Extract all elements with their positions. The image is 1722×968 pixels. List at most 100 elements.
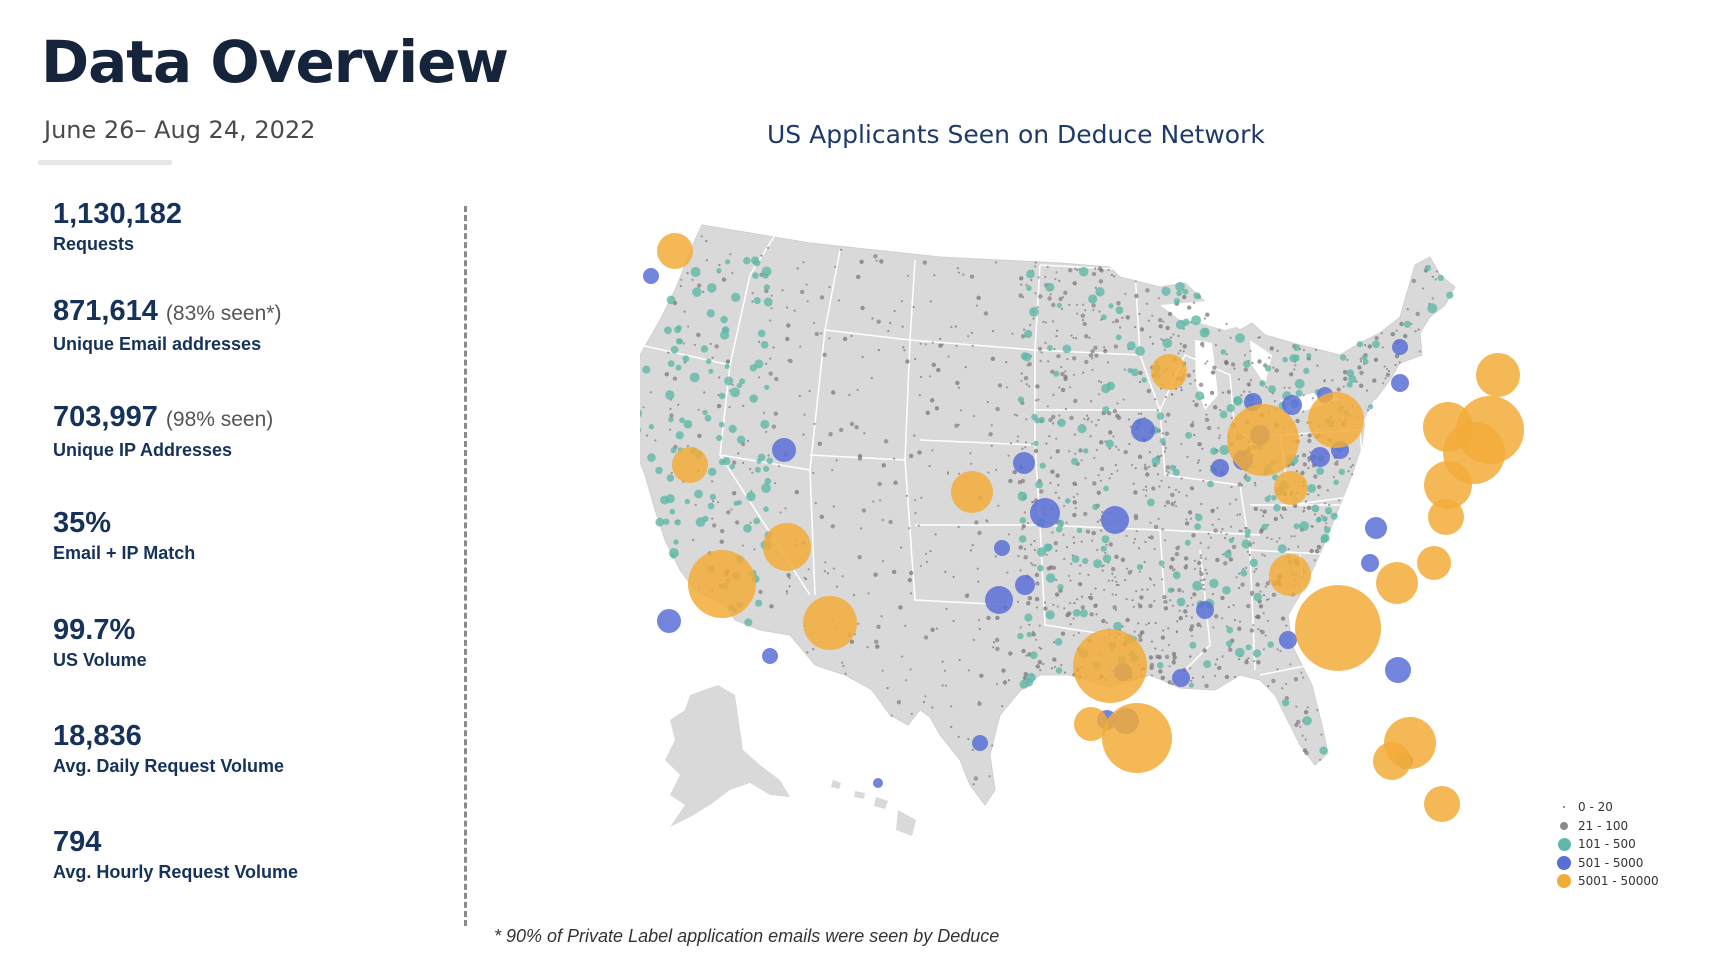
map-point-small xyxy=(1097,418,1100,422)
map-point-small xyxy=(1316,364,1319,367)
map-point-small xyxy=(1421,287,1425,290)
map-point-small xyxy=(844,672,847,675)
map-point-small xyxy=(972,415,975,418)
map-point-small xyxy=(972,638,975,641)
map-point-small xyxy=(1045,442,1048,445)
map-point-small xyxy=(1115,593,1118,596)
map-point-small xyxy=(837,299,841,302)
map-point-small xyxy=(1324,502,1327,505)
map-point-small xyxy=(798,394,801,397)
map-point-teal xyxy=(1295,389,1303,397)
map-point-teal xyxy=(1056,302,1062,308)
map-point-small xyxy=(1204,568,1207,571)
map-point-teal xyxy=(1368,404,1374,410)
map-point-small xyxy=(900,546,903,549)
map-point-small xyxy=(1161,527,1164,531)
map-point-small xyxy=(1185,518,1188,521)
map-point-small xyxy=(900,655,904,658)
map-point-small xyxy=(1079,564,1082,567)
map-point-small xyxy=(1139,595,1144,600)
map-point-small xyxy=(1138,380,1141,384)
map-point-small xyxy=(770,294,773,297)
state-border xyxy=(824,249,841,331)
map-point-teal xyxy=(655,466,663,475)
map-point-small xyxy=(1317,544,1320,547)
map-point-small xyxy=(1238,529,1241,532)
map-point-teal xyxy=(1193,292,1201,300)
map-point-small xyxy=(1297,545,1300,548)
map-point-small xyxy=(830,524,835,529)
map-point-small xyxy=(1178,616,1183,621)
legend-label: 501 - 5000 xyxy=(1578,855,1644,870)
map-point-small xyxy=(1096,490,1101,495)
map-point-small xyxy=(1417,328,1420,331)
map-point-small xyxy=(711,517,714,520)
map-point-small xyxy=(1229,336,1232,339)
map-point-small xyxy=(835,459,838,462)
map-point-small xyxy=(1005,361,1008,364)
map-point-small xyxy=(1110,472,1113,476)
map-point-small xyxy=(1418,350,1421,353)
map-point-small xyxy=(1230,362,1236,367)
map-point-small xyxy=(1091,303,1096,308)
map-point-teal xyxy=(1017,396,1025,403)
map-point-teal xyxy=(1299,521,1310,531)
map-point-small xyxy=(646,434,649,437)
map-point-small xyxy=(1276,349,1279,352)
map-point-small xyxy=(1228,557,1234,562)
map-point-small xyxy=(1244,660,1249,665)
map-point-small xyxy=(1238,572,1241,575)
map-point-small xyxy=(1306,706,1309,709)
map-point-small xyxy=(1173,568,1176,571)
map-point-small xyxy=(947,355,950,358)
map-point-small xyxy=(773,482,777,485)
map-point-small xyxy=(866,646,869,649)
map-point-small xyxy=(1205,572,1208,575)
map-point-small xyxy=(1072,281,1077,286)
map-point-small xyxy=(1295,418,1300,424)
map-point-teal xyxy=(1234,396,1242,405)
map-point-small xyxy=(1007,679,1011,682)
map-point-small xyxy=(1183,609,1188,614)
map-point-small xyxy=(1060,387,1066,393)
map-point-small xyxy=(697,408,700,411)
map-point-small xyxy=(1083,417,1086,421)
map-point-teal xyxy=(1338,468,1345,476)
map-point-small xyxy=(876,319,881,324)
map-point-small xyxy=(1112,321,1115,324)
bubble-orange xyxy=(1074,707,1108,741)
map-point-small xyxy=(1182,294,1187,300)
stat-requests: 1,130,182 Requests xyxy=(53,198,182,255)
map-point-small xyxy=(1382,382,1385,385)
map-point-small xyxy=(945,607,948,610)
map-point-small xyxy=(1233,367,1236,370)
map-point-small xyxy=(1386,367,1389,370)
map-point-small xyxy=(1245,526,1248,530)
map-point-small xyxy=(893,309,896,313)
map-point-small xyxy=(918,394,921,397)
map-point-small xyxy=(1334,461,1339,466)
map-point-small xyxy=(1046,265,1049,269)
map-point-small xyxy=(1317,494,1320,497)
map-point-small xyxy=(1193,567,1196,570)
map-point-teal xyxy=(763,284,770,291)
map-point-small xyxy=(1134,280,1137,283)
stat-value: 703,997 (98% seen) xyxy=(53,401,274,433)
map-point-small xyxy=(1139,412,1143,415)
map-point-small xyxy=(1133,513,1139,519)
map-point-teal xyxy=(1271,495,1277,501)
map-point-small xyxy=(642,406,645,409)
bubble-blue xyxy=(1030,498,1060,528)
map-point-small xyxy=(1262,509,1267,514)
map-point-small xyxy=(1180,442,1183,446)
map-point-small xyxy=(1171,683,1174,686)
map-point-small xyxy=(1180,477,1183,480)
map-point-small xyxy=(703,391,706,394)
map-point-small xyxy=(1065,546,1069,549)
map-point-small xyxy=(958,658,961,662)
map-point-small xyxy=(1190,679,1193,683)
map-point-small xyxy=(1249,590,1255,595)
map-point-small xyxy=(957,271,960,274)
map-point-teal xyxy=(1172,468,1180,476)
teal-point-layer xyxy=(640,256,1454,755)
